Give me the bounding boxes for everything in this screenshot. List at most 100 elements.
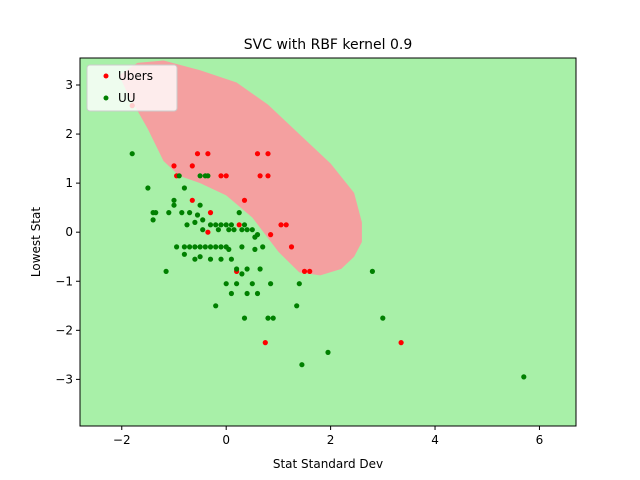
point-uu <box>254 232 261 238</box>
point-uu <box>197 173 203 179</box>
point-uu <box>294 303 300 309</box>
point-uu <box>218 256 224 262</box>
point-uu <box>239 244 245 250</box>
x-tick-label: 0 <box>222 433 230 447</box>
point-uu <box>236 210 242 216</box>
point-uu <box>202 244 208 250</box>
y-tick-label: −3 <box>55 372 73 386</box>
point-uu <box>265 315 271 321</box>
point-ubers <box>254 151 261 157</box>
point-ubers <box>218 173 224 179</box>
point-ubers <box>283 222 289 228</box>
y-tick-label: 2 <box>65 127 73 141</box>
point-uu <box>145 185 151 191</box>
point-uu <box>241 222 248 228</box>
legend-box <box>86 64 178 112</box>
point-uu <box>231 227 237 233</box>
point-uu <box>207 244 214 250</box>
point-ubers <box>257 173 263 179</box>
point-uu <box>187 244 193 250</box>
y-axis-ticks: −3 −2 −1 0 1 2 3 <box>55 78 80 386</box>
point-uu <box>179 210 185 216</box>
point-ubers <box>223 173 229 179</box>
point-uu <box>205 173 211 179</box>
point-uu <box>239 271 245 277</box>
point-ubers <box>207 210 214 216</box>
point-uu <box>249 227 255 233</box>
point-uu <box>213 303 219 309</box>
point-uu <box>200 227 206 233</box>
point-uu <box>207 222 214 228</box>
point-uu <box>163 268 169 274</box>
point-ubers <box>205 229 211 235</box>
point-ubers <box>189 197 195 203</box>
point-ubers <box>262 340 268 346</box>
point-uu <box>197 202 203 208</box>
point-uu <box>244 227 250 233</box>
point-uu <box>181 251 187 257</box>
point-uu <box>171 202 177 208</box>
legend: Ubers UU <box>86 64 178 112</box>
point-uu <box>268 281 274 287</box>
point-uu <box>252 246 258 252</box>
point-uu <box>192 244 198 250</box>
point-ubers <box>265 173 271 179</box>
point-uu <box>244 266 250 272</box>
x-tick-label: −2 <box>113 433 131 447</box>
point-uu <box>181 185 187 191</box>
point-uu <box>249 281 255 287</box>
point-uu <box>299 362 305 368</box>
legend-label-ubers: Ubers <box>118 69 153 83</box>
point-uu <box>369 268 375 274</box>
point-ubers <box>307 268 313 274</box>
point-uu <box>192 219 198 225</box>
x-tick-label: 6 <box>536 433 544 447</box>
point-uu <box>234 266 240 272</box>
point-uu <box>226 246 232 252</box>
point-uu <box>218 244 224 250</box>
y-tick-label: 3 <box>65 78 73 92</box>
point-ubers <box>189 163 195 169</box>
point-uu <box>296 281 302 287</box>
point-uu <box>254 290 261 297</box>
point-uu <box>213 222 219 228</box>
point-uu <box>192 256 198 262</box>
y-axis-label: Lowest Stat <box>29 207 43 277</box>
point-ubers <box>236 222 242 228</box>
y-tick-label: −1 <box>55 274 73 288</box>
point-ubers <box>171 163 177 169</box>
point-uu <box>213 244 219 250</box>
point-uu <box>174 244 180 250</box>
legend-label-uu: UU <box>118 91 136 105</box>
x-axis-ticks: −2 0 2 4 6 <box>113 426 543 447</box>
point-uu <box>184 222 190 228</box>
point-uu <box>226 227 232 233</box>
legend-marker-ubers <box>103 73 109 79</box>
point-uu <box>218 222 224 228</box>
point-uu <box>234 281 240 287</box>
y-tick-label: 1 <box>65 176 73 190</box>
point-uu <box>181 244 187 250</box>
scatter-points <box>129 103 527 380</box>
point-uu <box>200 217 206 223</box>
point-uu <box>244 290 250 297</box>
point-ubers <box>301 268 308 274</box>
point-uu <box>260 244 266 250</box>
decision-region-ubers <box>119 60 362 276</box>
point-ubers <box>205 151 211 157</box>
point-uu <box>187 210 193 216</box>
point-uu <box>223 222 229 228</box>
point-uu <box>207 256 214 262</box>
point-ubers <box>278 222 284 228</box>
point-uu <box>150 217 156 223</box>
x-axis-label: Stat Standard Dev <box>273 457 383 471</box>
point-uu <box>166 210 172 216</box>
point-ubers <box>268 232 274 238</box>
point-uu <box>223 281 229 287</box>
point-uu <box>215 227 221 233</box>
chart-title: SVC with RBF kernel 0.9 <box>244 37 413 53</box>
point-uu <box>129 151 135 157</box>
point-ubers <box>398 340 404 346</box>
point-uu <box>176 173 182 179</box>
